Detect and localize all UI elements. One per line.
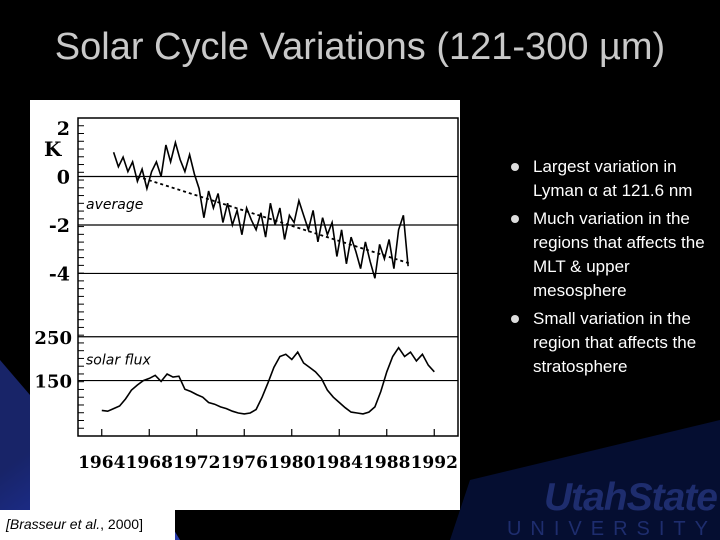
logo-subtitle: UNIVERSITY: [506, 518, 717, 540]
average-label: average: [86, 197, 143, 213]
plot-frame: [77, 117, 459, 437]
bullet-text: Small variation in the region that affec…: [533, 309, 697, 376]
y-tick-label: 2: [57, 118, 70, 140]
bullet-item: Largest variation in Lyman α at 121.6 nm: [508, 155, 718, 203]
citation: [Brasseur et al., 2000]: [0, 510, 175, 540]
x-tick-label: 1984: [316, 453, 363, 473]
y-tick-label: 150: [34, 372, 72, 393]
x-tick-label: 1992: [411, 453, 458, 473]
slide-title: Solar Cycle Variations (121-300 µm): [54, 26, 666, 68]
logo-wordmark: UtahState: [543, 476, 718, 519]
bullet-dot-icon: [511, 315, 519, 323]
citation-year: , 2000]: [100, 516, 143, 532]
temperature-series-line: [112, 139, 409, 279]
y-axis-label: K: [44, 137, 62, 161]
solar-cycle-chart: 2 0 -2 -4 K 250 150 1964 1968 1972 1976 1980 1984 198…: [30, 100, 460, 510]
bullet-list: Largest variation in Lyman α at 121.6 nm…: [508, 155, 718, 383]
bullet-text: Much variation in the regions that affec…: [533, 209, 705, 300]
solar-flux-label: solar flux: [86, 353, 151, 369]
bullet-item: Small variation in the region that affec…: [508, 307, 718, 379]
bullet-item: Much variation in the regions that affec…: [508, 207, 718, 303]
x-tick-label: 1972: [173, 453, 220, 473]
university-logo: UtahState UNIVERSITY: [505, 476, 718, 540]
y-tick-label: 0: [57, 166, 70, 188]
y-tick-label: -4: [49, 263, 70, 285]
bullet-dot-icon: [511, 163, 519, 171]
x-tick-label: 1980: [268, 453, 315, 473]
bullet-dot-icon: [511, 215, 519, 223]
citation-authors: [Brasseur et al.: [6, 516, 101, 532]
bullet-text: Largest variation in Lyman α at 121.6 nm: [533, 157, 693, 200]
chart-background: [30, 100, 460, 510]
y-tick-label: 250: [34, 328, 72, 349]
x-tick-label: 1976: [221, 453, 268, 473]
y-tick-label: -2: [49, 215, 70, 237]
x-tick-label: 1964: [78, 453, 125, 473]
x-tick-label: 1988: [363, 453, 410, 473]
x-tick-label: 1968: [126, 453, 173, 473]
solar-flux-series-line: [101, 346, 435, 415]
